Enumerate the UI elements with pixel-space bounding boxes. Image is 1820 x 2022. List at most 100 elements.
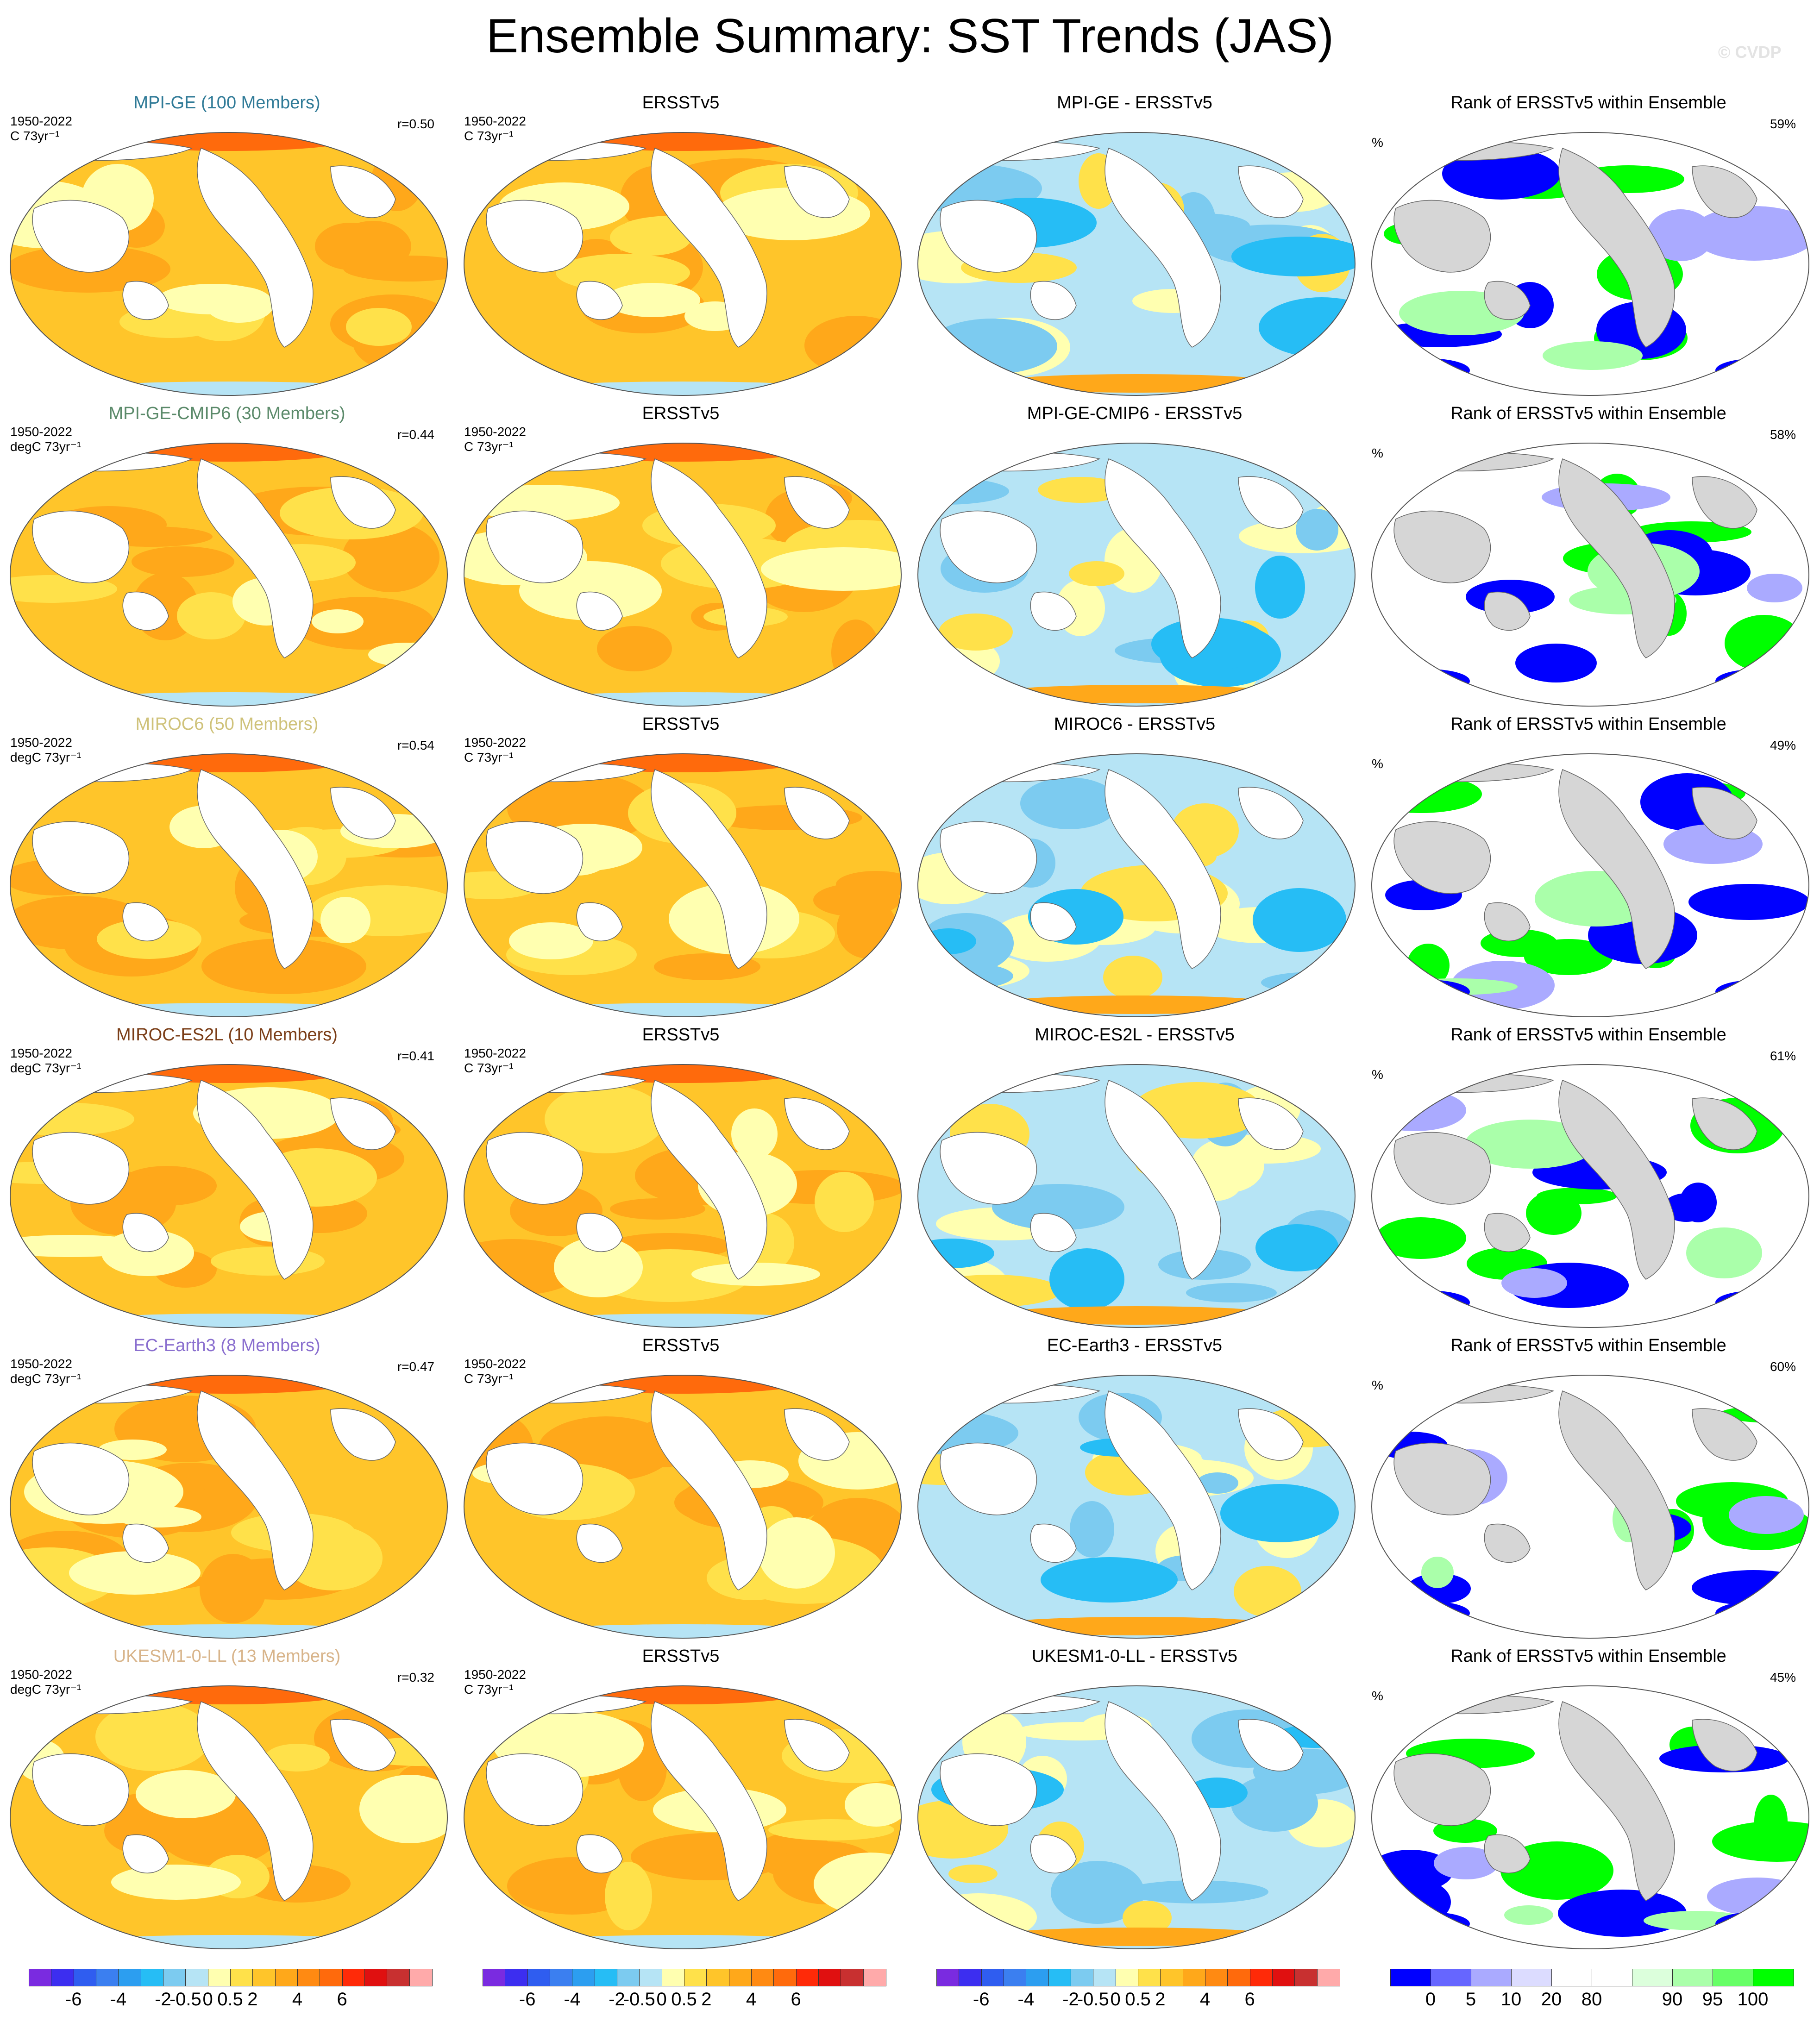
panel-obs-row2: ERSSTv5 1950-2022 C 73yr⁻¹ (454, 403, 908, 714)
colorbar-cell (342, 1969, 365, 1986)
panel-rank-row2: Rank of ERSSTv5 within Ensemble 58%% (1362, 403, 1815, 714)
colorbar-cell (595, 1969, 617, 1986)
colorbar-ticks: -6 -4 -2 -0.5 0 0.5 2 4 6 (936, 1989, 1339, 2012)
colorbar-tick-label: -4 (1017, 1989, 1035, 2009)
map-diff (914, 751, 1359, 1020)
colorbar-cells (483, 1969, 886, 1986)
colorbar-obs-trend: -6 -4 -2 -0.5 0 0.5 2 4 6 (483, 1969, 886, 2020)
colorbar-cell (1228, 1969, 1250, 1986)
period-label: 1950-2022 (10, 735, 72, 750)
colorbar-cell (74, 1969, 96, 1986)
pattern-correlation: r=0.41 (397, 1049, 434, 1063)
panel-title: UKESM1-0-LL - ERSSTv5 (1031, 1646, 1238, 1666)
colorbar-cell (1250, 1969, 1273, 1986)
colorbar-tick-label: -0.5 (169, 1989, 201, 2009)
colorbar-tick-label: 2 (701, 1989, 712, 2009)
colorbar-tick-label: 5 (1465, 1989, 1476, 2009)
colorbar-cell (230, 1969, 253, 1986)
panel-title: MIROC-ES2L - ERSSTv5 (1035, 1025, 1235, 1045)
colorbar-tick-label: 0.5 (217, 1989, 243, 2009)
colorbar-cell (1183, 1969, 1205, 1986)
colorbar-ticks: -6 -4 -2 -0.5 0 0.5 2 4 6 (483, 1989, 885, 2012)
panel-period-units: 1950-2022 degC 73yr⁻¹ (10, 1046, 81, 1076)
units-label: degC 73yr⁻¹ (10, 1061, 82, 1075)
colorbar-cell (707, 1969, 729, 1986)
colorbar-cell (1205, 1969, 1228, 1986)
colorbar-cell (1512, 1969, 1552, 1986)
map-rank (1368, 440, 1813, 709)
colorbar-cell (527, 1969, 550, 1986)
colorbar-tick-label: 10 (1500, 1989, 1522, 2009)
colorbar-cell (684, 1969, 707, 1986)
colorbar-rank: 0 5 10 20 80 90 95 100 (1390, 1969, 1794, 2020)
rank-percentage: 59% (1770, 117, 1796, 131)
panel-period-units: 1950-2022 C 73yr⁻¹ (10, 114, 72, 144)
map-obs (460, 440, 905, 709)
map-obs (460, 751, 905, 1020)
panel-title: UKESM1-0-LL (13 Members) (113, 1646, 341, 1666)
panel-title: Rank of ERSSTv5 within Ensemble (1450, 1646, 1726, 1666)
panel-period-units: 1950-2022 C 73yr⁻¹ (464, 1667, 526, 1697)
colorbar-cell (320, 1969, 343, 1986)
panel-period-units: 1950-2022 C 73yr⁻¹ (464, 1046, 526, 1076)
colorbar-tick-label: -6 (65, 1989, 82, 2009)
colorbar-cell (1391, 1969, 1431, 1986)
colorbar-tick-label: 95 (1702, 1989, 1723, 2009)
panel-diff-row1: MPI-GE - ERSSTv5 (908, 93, 1362, 403)
rank-percentage: 45% (1770, 1670, 1796, 1684)
colorbar-tick-label: -0.5 (623, 1989, 655, 2009)
panel-title: ERSSTv5 (642, 1336, 720, 1355)
colorbar-cell (1552, 1969, 1592, 1986)
colorbar-cell (937, 1969, 960, 1986)
colorbar-tick-label: 0 (656, 1989, 667, 2009)
panel-title: ERSSTv5 (642, 93, 720, 113)
colorbar-cell (1317, 1969, 1340, 1986)
units-label: C 73yr⁻¹ (464, 1061, 514, 1075)
map-model (6, 1683, 451, 1952)
colorbar-cell (1295, 1969, 1318, 1986)
map-diff (914, 1372, 1359, 1641)
map-obs (460, 1062, 905, 1330)
panel-period-units: 1950-2022 degC 73yr⁻¹ (10, 735, 81, 765)
colorbar-model-trend: -6 -4 -2 -0.5 0 0.5 2 4 6 (29, 1969, 433, 2020)
colorbar-tick-label: 2 (1155, 1989, 1166, 2009)
panel-rank-row3: Rank of ERSSTv5 within Ensemble 49%% (1362, 714, 1815, 1024)
panel-rank-row1: Rank of ERSSTv5 within Ensemble 59%% (1362, 93, 1815, 403)
panel-period-units: 1950-2022 degC 73yr⁻¹ (10, 425, 81, 454)
rank-unit-label: % (1372, 135, 1383, 150)
panel-title: MIROC6 (50 Members) (135, 714, 319, 734)
panel-model-row4: MIROC-ES2L (10 Members) 1950-2022 degC 73y… (0, 1025, 454, 1335)
colorbar-tick-label: 90 (1662, 1989, 1683, 2009)
colorbar-cell (253, 1969, 276, 1986)
panel-period-units: 1950-2022 C 73yr⁻¹ (464, 114, 526, 144)
colorbar-cell (29, 1969, 52, 1986)
colorbar-cell (409, 1969, 432, 1986)
colorbar-tick-label: 0 (202, 1989, 213, 2009)
colorbar-cell (863, 1969, 886, 1986)
panel-title: ERSSTv5 (642, 1025, 720, 1045)
colorbar-cell (1026, 1969, 1049, 1986)
panel-title: EC-Earth3 (8 Members) (133, 1336, 320, 1355)
panel-diff-row6: UKESM1-0-LL - ERSSTv5 (908, 1646, 1362, 1956)
colorbar-tick-label: -2 (1062, 1989, 1079, 2009)
map-rank (1368, 1372, 1813, 1641)
panel-title: Rank of ERSSTv5 within Ensemble (1450, 93, 1726, 113)
colorbar-cell (1471, 1969, 1512, 1986)
units-label: degC 73yr⁻¹ (10, 1682, 82, 1696)
units-label: C 73yr⁻¹ (464, 1371, 514, 1386)
panel-title: ERSSTv5 (642, 714, 720, 734)
colorbar-cells (29, 1969, 433, 1986)
panel-title: MPI-GE-CMIP6 (30 Members) (108, 404, 345, 423)
panel-title: Rank of ERSSTv5 within Ensemble (1450, 714, 1726, 734)
colorbar-cell (275, 1969, 298, 1986)
pattern-correlation: r=0.32 (397, 1670, 434, 1684)
panel-period-units: 1950-2022 degC 73yr⁻¹ (10, 1357, 81, 1386)
map-model (6, 751, 451, 1020)
period-label: 1950-2022 (464, 1667, 526, 1682)
panel-period-units: 1950-2022 C 73yr⁻¹ (464, 425, 526, 454)
period-label: 1950-2022 (10, 1667, 72, 1682)
colorbar-tick-label: 4 (746, 1989, 757, 2009)
colorbar-tick-label: -4 (564, 1989, 581, 2009)
colorbar-tick-label: -6 (519, 1989, 536, 2009)
colorbar-tick-label: 0.5 (1125, 1989, 1151, 2009)
